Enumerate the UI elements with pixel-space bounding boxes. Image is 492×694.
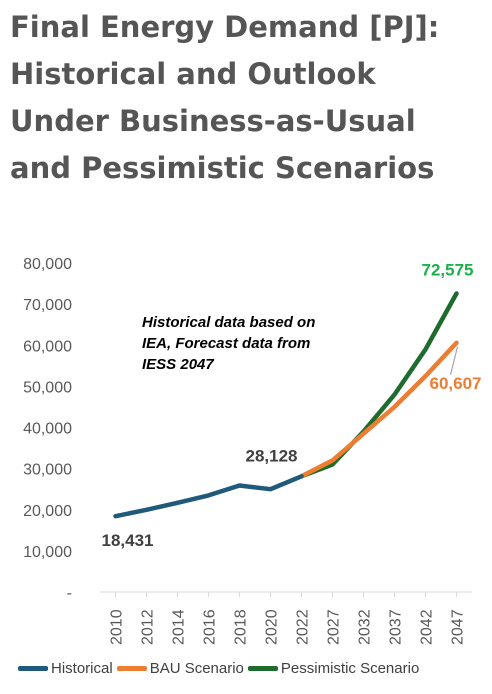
x-tick-label: 2016 [202, 609, 219, 645]
legend-swatch [18, 666, 48, 671]
data-label: 28,128 [246, 446, 298, 465]
x-tick-label: 2018 [233, 609, 250, 645]
x-tick-label: 2037 [388, 609, 405, 645]
data-labels: 18,431 28,128 72,575 60,607 [102, 261, 482, 551]
legend-item-pessimistic: Pessimistic Scenario [247, 660, 420, 677]
x-tick-label: 2022 [295, 609, 312, 645]
y-tick-label: 20,000 [23, 503, 72, 520]
data-label: 18,431 [102, 531, 154, 550]
series-line-1 [299, 340, 459, 479]
series-lines [113, 291, 459, 519]
legend-item-bau: BAU Scenario [116, 660, 244, 677]
legend: Historical BAU Scenario Pessimistic Scen… [18, 660, 423, 677]
x-tick-label: 2010 [109, 609, 126, 645]
legend-item-historical: Historical [18, 660, 113, 677]
series-line-0 [113, 474, 304, 519]
x-tick-label: 2020 [264, 609, 281, 645]
x-axis: 2010 2012 2014 2016 2018 2020 2022 2027 2032 2037… [109, 592, 467, 645]
x-tick-label: 2047 [450, 609, 467, 645]
line-chart: - 10,000 20,000 30,000 40,000 50,000 60,000 70,… [23, 256, 482, 645]
y-axis: - 10,000 20,000 30,000 40,000 50,000 60,000 70,… [23, 256, 72, 602]
data-label: 72,575 [422, 261, 474, 280]
annotation-line: IEA, Forecast data from [142, 335, 310, 352]
x-tick-label: 2032 [357, 609, 374, 645]
legend-label: BAU Scenario [149, 660, 244, 677]
annotation-line: IESS 2047 [142, 356, 214, 373]
series-line-2 [299, 291, 459, 479]
x-tick-label: 2027 [326, 609, 343, 645]
annotation-line: Historical data based on [142, 314, 315, 331]
y-tick-label: 80,000 [23, 256, 72, 273]
y-tick-label: 30,000 [23, 462, 72, 479]
data-label: 60,607 [430, 374, 482, 393]
y-tick-label: 40,000 [23, 421, 72, 438]
legend-swatch [116, 666, 147, 671]
x-tick-label: 2014 [171, 609, 188, 645]
legend-swatch [247, 666, 278, 671]
legend-label: Pessimistic Scenario [280, 660, 420, 677]
y-tick-label: - [67, 585, 72, 602]
y-tick-label: 60,000 [23, 338, 72, 355]
x-tick-label: 2042 [419, 609, 436, 645]
legend-label: Historical [51, 660, 113, 677]
y-tick-label: 10,000 [23, 544, 72, 561]
chart-title: Final Energy Demand [PJ]: Historical and… [10, 10, 440, 185]
annotation-note: Historical data based on IEA, Forecast d… [142, 314, 320, 373]
leader-line [449, 346, 459, 375]
y-tick-label: 70,000 [23, 297, 72, 314]
x-tick-label: 2012 [140, 609, 157, 645]
y-tick-label: 50,000 [23, 379, 72, 396]
